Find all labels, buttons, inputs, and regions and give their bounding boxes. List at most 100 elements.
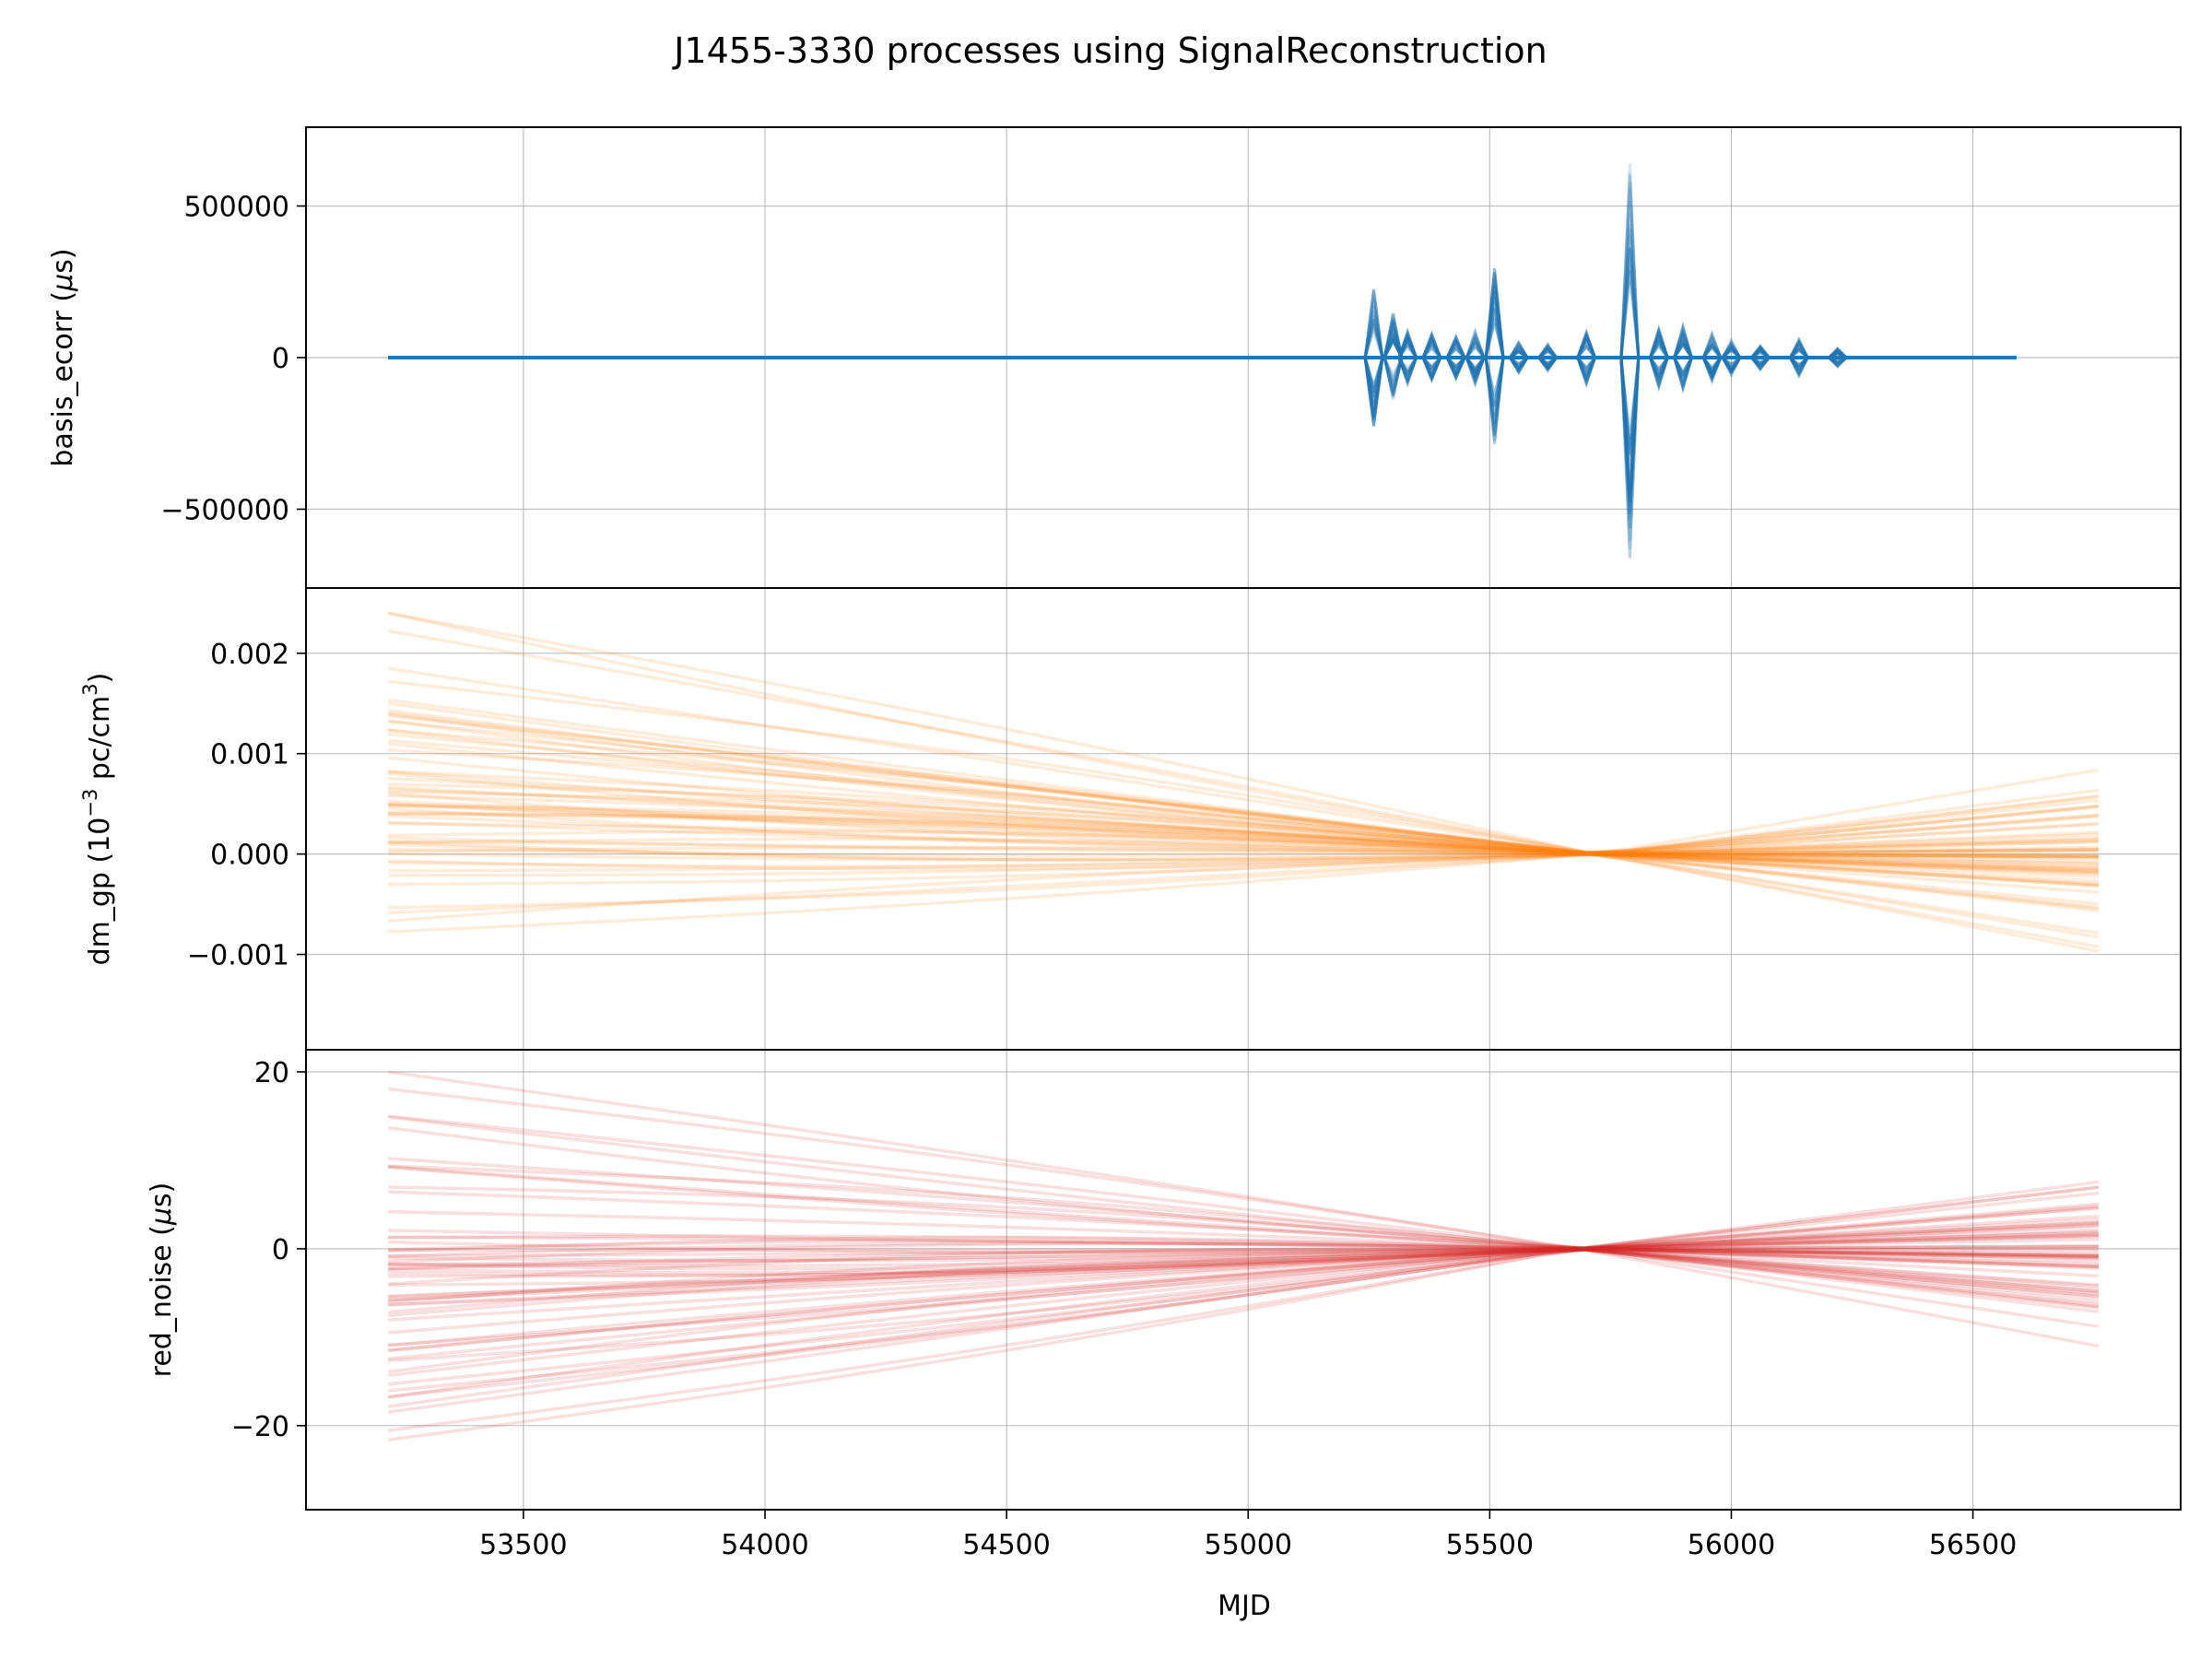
series-line — [388, 280, 2017, 442]
x-axis-label: MJD — [1218, 1590, 1271, 1622]
series-line — [388, 1229, 2100, 1301]
y-tick-label: 0.001 — [210, 739, 289, 771]
y-tick-label: 0 — [272, 343, 289, 375]
y-axis-label-basis-ecorr: basis_ecorr (μs) — [47, 248, 79, 466]
series-line — [387, 792, 2100, 856]
series-line — [388, 1214, 2100, 1307]
series-line — [388, 285, 2017, 503]
panel-basis-ecorr: −500000 0 500000 basis_ecorr (μs) — [47, 126, 2182, 589]
x-tick-label: 55500 — [1446, 1529, 1534, 1561]
series-line — [387, 756, 2100, 911]
y-tick-label: 0.002 — [210, 639, 289, 671]
series-line — [387, 1246, 2100, 1348]
series-line — [388, 853, 2099, 868]
panel-red-noise: −20 0 20 red_noise (μs) — [146, 1049, 2182, 1511]
series-line — [388, 228, 2017, 395]
series-line — [387, 1125, 2100, 1250]
series-line — [387, 1247, 2100, 1432]
series-line — [388, 822, 2100, 856]
series-line — [388, 814, 2099, 863]
y-tick-label: 20 — [254, 1057, 289, 1089]
y-ticks: −0.001 0.000 0.001 0.002 — [187, 639, 306, 972]
series-line — [388, 337, 2017, 488]
series-line — [388, 803, 2100, 939]
series-line — [388, 790, 2100, 855]
series-line — [387, 1248, 2100, 1393]
series-line — [388, 1185, 2099, 1251]
series-line — [388, 820, 2099, 856]
y-tick-label: −20 — [231, 1411, 289, 1443]
series-line — [388, 804, 2100, 914]
series-line — [388, 288, 2017, 550]
series-line — [388, 1247, 2100, 1299]
series-line — [388, 308, 2017, 504]
series-line — [387, 1070, 2099, 1269]
series-line — [387, 748, 2100, 894]
series-line — [388, 812, 2100, 888]
x-tick-label: 56000 — [1688, 1529, 1775, 1561]
series-line — [387, 1206, 2100, 1322]
series-line — [388, 1220, 2099, 1258]
series-line — [387, 1224, 2099, 1414]
series-line — [388, 273, 2017, 463]
series-line — [388, 268, 2017, 420]
series-line — [387, 698, 2099, 855]
series-line — [388, 247, 2017, 386]
series-line — [388, 1248, 2100, 1309]
series-line — [387, 1247, 2100, 1442]
series-line — [388, 327, 2017, 451]
series-line — [388, 1218, 2099, 1301]
series-line — [387, 1165, 2099, 1261]
series-line — [388, 1248, 2100, 1328]
series-line — [388, 853, 2099, 886]
series-line — [388, 1204, 2100, 1264]
series-line — [388, 247, 2017, 394]
series-line — [388, 802, 2099, 855]
series-line — [388, 853, 2099, 877]
series-line — [388, 229, 2017, 427]
series-line — [387, 719, 2099, 877]
x-tick-label: 53500 — [479, 1529, 567, 1561]
series-line — [388, 1240, 2099, 1254]
series-line — [387, 629, 2099, 866]
series-line — [387, 1248, 2100, 1399]
series-line — [388, 303, 2017, 495]
series-line — [387, 1248, 2100, 1408]
series-line — [387, 1087, 2099, 1269]
series-line — [388, 329, 2017, 453]
series-line — [388, 1247, 2099, 1307]
series-line — [388, 794, 2100, 855]
series-line — [388, 321, 2017, 506]
y-tick-label: −0.001 — [187, 940, 289, 972]
series-line — [388, 291, 2017, 502]
series-line — [387, 712, 2100, 855]
series-line — [388, 234, 2017, 406]
y-ticks: −20 0 20 — [231, 1057, 306, 1443]
series-line — [388, 327, 2017, 456]
x-ticks: 53500 54000 54500 55000 55500 56000 56500 — [479, 1510, 2017, 1561]
series-line — [387, 742, 2099, 855]
series-line — [388, 286, 2017, 492]
y-tick-label: 500000 — [183, 192, 289, 224]
series-line — [388, 1247, 2099, 1302]
series-line — [388, 268, 2017, 469]
series-line — [388, 813, 2100, 856]
series-line — [387, 611, 2100, 853]
y-ticks: −500000 0 500000 — [160, 192, 306, 526]
series-line — [388, 321, 2017, 508]
series-line — [387, 1234, 2099, 1360]
series-line — [388, 308, 2017, 558]
series-line — [388, 248, 2017, 411]
series-line — [388, 319, 2017, 515]
series-line — [388, 172, 2017, 383]
series-line — [388, 313, 2017, 515]
series-line — [388, 842, 2099, 862]
series-line — [387, 1202, 2100, 1374]
series-line — [388, 318, 2017, 455]
series-line — [387, 709, 2099, 855]
series-line — [388, 290, 2017, 518]
series-line — [388, 1233, 2099, 1258]
grid — [306, 588, 2181, 1050]
series-line — [388, 201, 2017, 397]
series-line — [387, 728, 2099, 860]
